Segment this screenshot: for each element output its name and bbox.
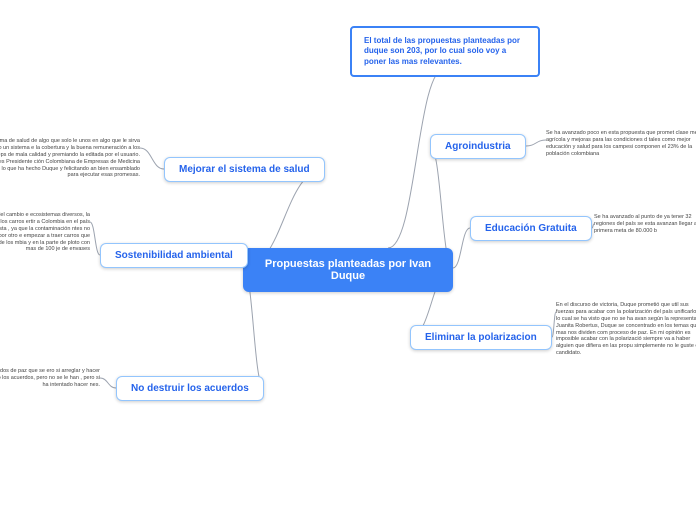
center-label: Propuestas planteadas por Ivan Duque — [265, 258, 431, 282]
branch-salud: Mejorar el sistema de salud — [164, 157, 325, 182]
note-text: En el discurso de victoria, Duque promet… — [556, 302, 696, 356]
note-text: Se ha avanzado al punto de ya tener 32 r… — [594, 214, 696, 234]
branch-label: Mejorar el sistema de salud — [179, 164, 310, 175]
branch-label: No destruir los acuerdos — [131, 383, 249, 394]
note-text: Se ha avanzado poco en esta propuesta qu… — [546, 130, 696, 157]
branch-label: Sostenibilidad ambiental — [115, 250, 233, 261]
note-salud: onvertir el sistema de salud de algo que… — [0, 138, 140, 179]
branch-label: Eliminar la polarizacion — [425, 332, 537, 343]
note-educacion: Se ha avanzado al punto de ya tener 32 r… — [594, 214, 696, 235]
note-polarizacion: En el discurso de victoria, Duque promet… — [556, 302, 696, 357]
note-agroindustria: Se ha avanzado poco en esta propuesta qu… — [546, 130, 696, 158]
note-text: onvertir el sistema de salud de algo que… — [0, 138, 140, 178]
callout-text: El total de las propuestas planteadas po… — [364, 36, 520, 66]
callout-total: El total de las propuestas planteadas po… — [350, 26, 540, 77]
branch-sostenibilidad: Sostenibilidad ambiental — [100, 243, 248, 268]
note-text: estruir los acuerdos de paz que se ero s… — [0, 368, 100, 388]
branch-educacion: Educación Gratuita — [470, 216, 592, 241]
note-acuerdos: estruir los acuerdos de paz que se ero s… — [0, 368, 100, 389]
branch-agroindustria: Agroindustria — [430, 134, 526, 159]
branch-polarizacion: Eliminar la polarizacion — [410, 325, 552, 350]
branch-label: Educación Gratuita — [485, 223, 577, 234]
note-text: a en el país del cambio e ecosistemas di… — [0, 212, 90, 252]
branch-label: Agroindustria — [445, 141, 511, 152]
note-sostenibilidad: a en el país del cambio e ecosistemas di… — [0, 212, 90, 253]
center-node: Propuestas planteadas por Ivan Duque — [243, 248, 453, 292]
branch-acuerdos: No destruir los acuerdos — [116, 376, 264, 401]
